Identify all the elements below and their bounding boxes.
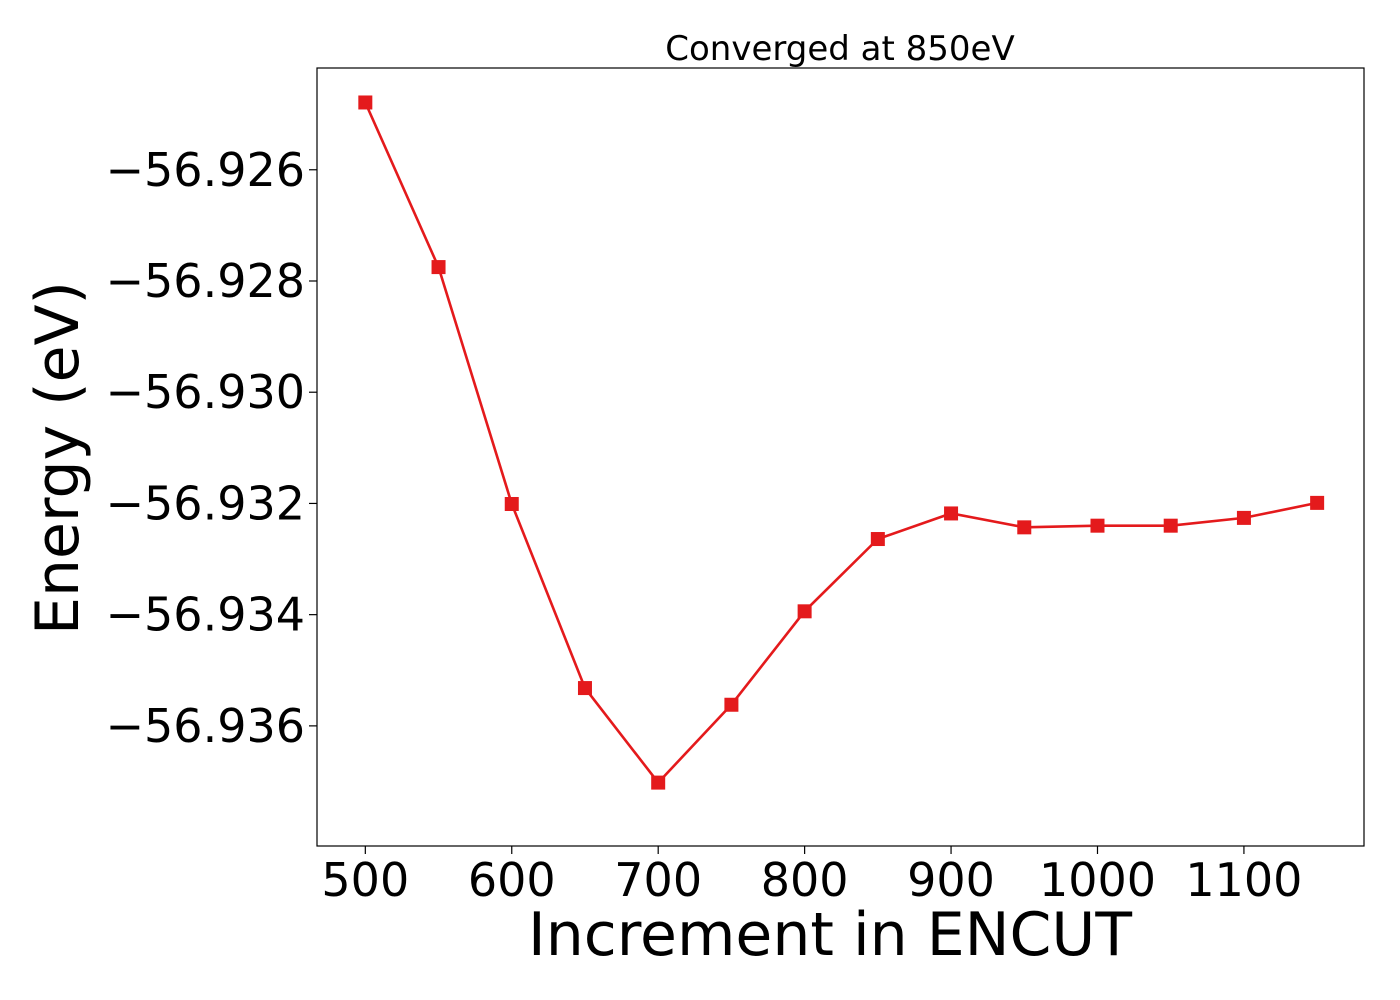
data-point: [724, 697, 739, 712]
x-tick-label: 1100: [1185, 853, 1302, 907]
data-point: [1310, 495, 1325, 510]
y-axis-ticks: −56.926 −56.928 −56.930 −56.932 −56.934 −56.9…: [106, 143, 317, 753]
x-axis-ticks: 500 600 700 800 900 1000 1100: [321, 846, 1302, 907]
axes: [316, 67, 1365, 847]
x-axis-label: Increment in ENCUT: [528, 900, 1132, 970]
chart-title: Converged at 850eV: [665, 29, 1014, 69]
x-tick-label: 900: [907, 853, 995, 907]
y-axis-label: Energy (eV): [23, 281, 93, 635]
data-point: [1236, 510, 1251, 525]
x-tick-label: 700: [614, 853, 702, 907]
x-tick-label: 600: [468, 853, 556, 907]
data-point: [651, 775, 666, 790]
x-tick-label: 1000: [1039, 853, 1156, 907]
data-point: [431, 260, 446, 275]
data-point: [1017, 520, 1032, 535]
x-tick-label: 800: [761, 853, 849, 907]
y-tick-label: −56.936: [106, 699, 306, 753]
data-series: [358, 95, 1325, 790]
data-point: [1090, 518, 1105, 533]
data-point: [504, 496, 519, 511]
data-point: [1163, 518, 1178, 533]
y-tick-label: −56.934: [106, 588, 306, 642]
plot-frame: [316, 67, 1365, 847]
y-tick-label: −56.928: [106, 254, 306, 308]
data-point: [358, 95, 373, 110]
y-tick-label: −56.926: [106, 143, 306, 197]
x-tick-label: 500: [321, 853, 409, 907]
data-point: [870, 532, 885, 547]
data-point: [944, 506, 959, 521]
series-line: [364, 101, 1318, 785]
data-point: [577, 681, 592, 696]
y-tick-label: −56.930: [106, 365, 306, 419]
y-tick-label: −56.932: [106, 476, 306, 530]
data-point: [797, 604, 812, 619]
